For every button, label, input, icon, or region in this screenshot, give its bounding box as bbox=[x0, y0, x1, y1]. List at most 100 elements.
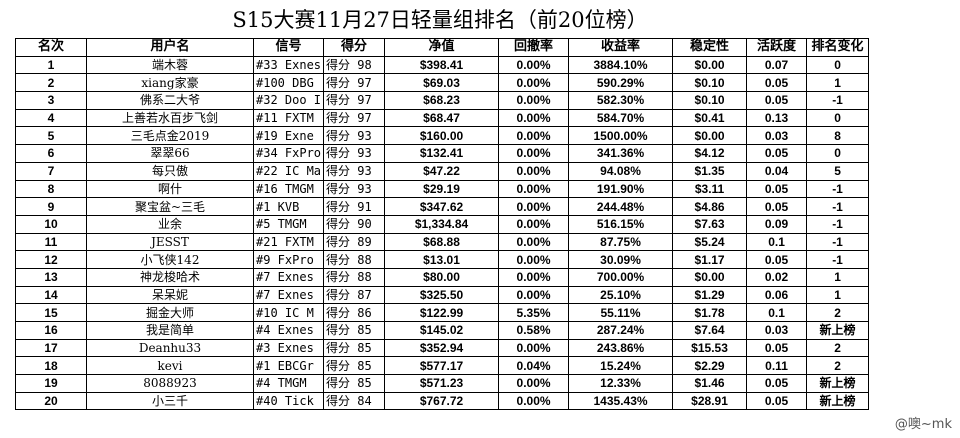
net-value-cell: $577.17 bbox=[384, 356, 500, 376]
rank-cell: 9 bbox=[15, 197, 87, 216]
drawdown-cell: 0.00% bbox=[498, 391, 570, 411]
table-row: 14 呆呆妮 #7 Exnes 得分 87 $325.50 0.00% 25.10% $1.2… bbox=[15, 285, 870, 305]
net-value-cell: $1,334.84 bbox=[384, 214, 500, 234]
drawdown-cell: 0.00% bbox=[498, 214, 570, 234]
return-cell: 1500.00% bbox=[568, 126, 674, 146]
activity-cell: 0.05 bbox=[746, 91, 808, 110]
table-row: 9 聚宝盆~三毛 #1 KVB 得分 91 $347.62 0.00% 244.48% $4.… bbox=[15, 197, 870, 216]
return-cell: 55.11% bbox=[568, 303, 674, 322]
username-cell: 呆呆妮 bbox=[86, 285, 254, 305]
signal-cell: #33 Exnes bbox=[252, 55, 325, 75]
net-value-cell: $69.03 bbox=[384, 73, 500, 93]
return-cell: 582.30% bbox=[568, 91, 674, 110]
drawdown-cell: 0.00% bbox=[498, 126, 570, 146]
drawdown-cell: 0.00% bbox=[498, 267, 570, 287]
header-drawdown: 回撤率 bbox=[498, 38, 570, 57]
signal-cell: #4 Exnes bbox=[252, 321, 325, 340]
rank-change-cell: 新上榜 bbox=[806, 374, 870, 393]
stability-cell: $1.78 bbox=[672, 303, 748, 322]
rank-cell: 18 bbox=[15, 356, 87, 376]
activity-cell: 0.05 bbox=[746, 250, 808, 269]
stability-cell: $15.53 bbox=[672, 338, 748, 358]
net-value-cell: $80.00 bbox=[384, 267, 500, 287]
net-value-cell: $132.41 bbox=[384, 144, 500, 163]
rank-change-cell: 新上榜 bbox=[806, 321, 870, 340]
rank-change-cell: 2 bbox=[806, 338, 870, 358]
username-cell: 8088923 bbox=[86, 374, 254, 393]
stability-cell: $2.29 bbox=[672, 356, 748, 376]
stability-cell: $7.63 bbox=[672, 214, 748, 234]
header-score: 得分 bbox=[323, 38, 386, 57]
username-cell: 每只傲 bbox=[86, 161, 254, 181]
stability-cell: $5.24 bbox=[672, 232, 748, 252]
table-row: 12 小飞侠142 #9 FxPro 得分 88 $13.01 0.00% 30.09% $1… bbox=[15, 250, 870, 269]
username-cell: 小飞侠142 bbox=[86, 250, 254, 269]
username-cell: 小三千 bbox=[86, 391, 254, 411]
activity-cell: 0.02 bbox=[746, 267, 808, 287]
table-row: 10 业余 #5 TMGM 得分 90 $1,334.84 0.00% 516.15% $7.… bbox=[15, 214, 870, 234]
score-cell: 得分 93 bbox=[323, 161, 386, 181]
activity-cell: 0.13 bbox=[746, 108, 808, 128]
username-cell: 聚宝盆~三毛 bbox=[86, 197, 254, 216]
table-row: 3 佛系二大爷 #32 Doo I 得分 97 $68.23 0.00% 582.30% $0… bbox=[15, 91, 870, 110]
score-cell: 得分 93 bbox=[323, 179, 386, 199]
drawdown-cell: 0.04% bbox=[498, 356, 570, 376]
return-cell: 700.00% bbox=[568, 267, 674, 287]
return-cell: 15.24% bbox=[568, 356, 674, 376]
username-cell: 佛系二大爷 bbox=[86, 91, 254, 110]
return-cell: 287.24% bbox=[568, 321, 674, 340]
stability-cell: $3.11 bbox=[672, 179, 748, 199]
net-value-cell: $47.22 bbox=[384, 161, 500, 181]
table-header-row: 名次 用户名 信号 得分 净值 回撤率 收益率 稳定性 活跃度 排名变化 bbox=[15, 38, 870, 57]
return-cell: 584.70% bbox=[568, 108, 674, 128]
activity-cell: 0.09 bbox=[746, 214, 808, 234]
stability-cell: $0.10 bbox=[672, 91, 748, 110]
net-value-cell: $398.41 bbox=[384, 55, 500, 75]
return-cell: 243.86% bbox=[568, 338, 674, 358]
score-cell: 得分 93 bbox=[323, 144, 386, 163]
net-value-cell: $68.23 bbox=[384, 91, 500, 110]
stability-cell: $4.86 bbox=[672, 197, 748, 216]
signal-cell: #1 KVB bbox=[252, 197, 325, 216]
page-title: S15大赛11月27日轻量组排名（前20位榜） bbox=[232, 8, 648, 32]
drawdown-cell: 0.00% bbox=[498, 338, 570, 358]
rank-change-cell: 2 bbox=[806, 303, 870, 322]
table-row: 5 三毛点金2019 #19 Exne 得分 93 $160.00 0.00% 1500.0… bbox=[15, 126, 870, 146]
header-net-value: 净值 bbox=[384, 38, 500, 57]
return-cell: 191.90% bbox=[568, 179, 674, 199]
activity-cell: 0.1 bbox=[746, 232, 808, 252]
signal-cell: #7 Exnes bbox=[252, 267, 325, 287]
stability-cell: $0.00 bbox=[672, 55, 748, 75]
score-cell: 得分 84 bbox=[323, 391, 386, 411]
activity-cell: 0.05 bbox=[746, 391, 808, 411]
net-value-cell: $347.62 bbox=[384, 197, 500, 216]
drawdown-cell: 0.00% bbox=[498, 374, 570, 393]
drawdown-cell: 0.00% bbox=[498, 73, 570, 93]
signal-cell: #21 FXTM bbox=[252, 232, 325, 252]
rank-change-cell: -1 bbox=[806, 214, 870, 234]
rank-change-cell: -1 bbox=[806, 232, 870, 252]
rank-cell: 20 bbox=[15, 391, 87, 411]
signal-cell: #16 TMGM bbox=[252, 179, 325, 199]
header-return: 收益率 bbox=[568, 38, 674, 57]
username-cell: xiang家豪 bbox=[86, 73, 254, 93]
score-cell: 得分 87 bbox=[323, 285, 386, 305]
signal-cell: #1 EBCGr bbox=[252, 356, 325, 376]
rank-cell: 7 bbox=[15, 161, 87, 181]
signal-cell: #9 FxPro bbox=[252, 250, 325, 269]
rank-cell: 19 bbox=[15, 374, 87, 393]
drawdown-cell: 0.58% bbox=[498, 321, 570, 340]
return-cell: 1435.43% bbox=[568, 391, 674, 411]
net-value-cell: $325.50 bbox=[384, 285, 500, 305]
table-body: 1 端木蓉 #33 Exnes 得分 98 $398.41 0.00% 3884.10% $0… bbox=[15, 55, 870, 411]
net-value-cell: $29.19 bbox=[384, 179, 500, 199]
signal-cell: #11 FXTM bbox=[252, 108, 325, 128]
score-cell: 得分 97 bbox=[323, 91, 386, 110]
activity-cell: 0.06 bbox=[746, 285, 808, 305]
return-cell: 87.75% bbox=[568, 232, 674, 252]
score-cell: 得分 97 bbox=[323, 73, 386, 93]
score-cell: 得分 86 bbox=[323, 303, 386, 322]
rank-cell: 6 bbox=[15, 144, 87, 163]
net-value-cell: $571.23 bbox=[384, 374, 500, 393]
drawdown-cell: 0.00% bbox=[498, 91, 570, 110]
